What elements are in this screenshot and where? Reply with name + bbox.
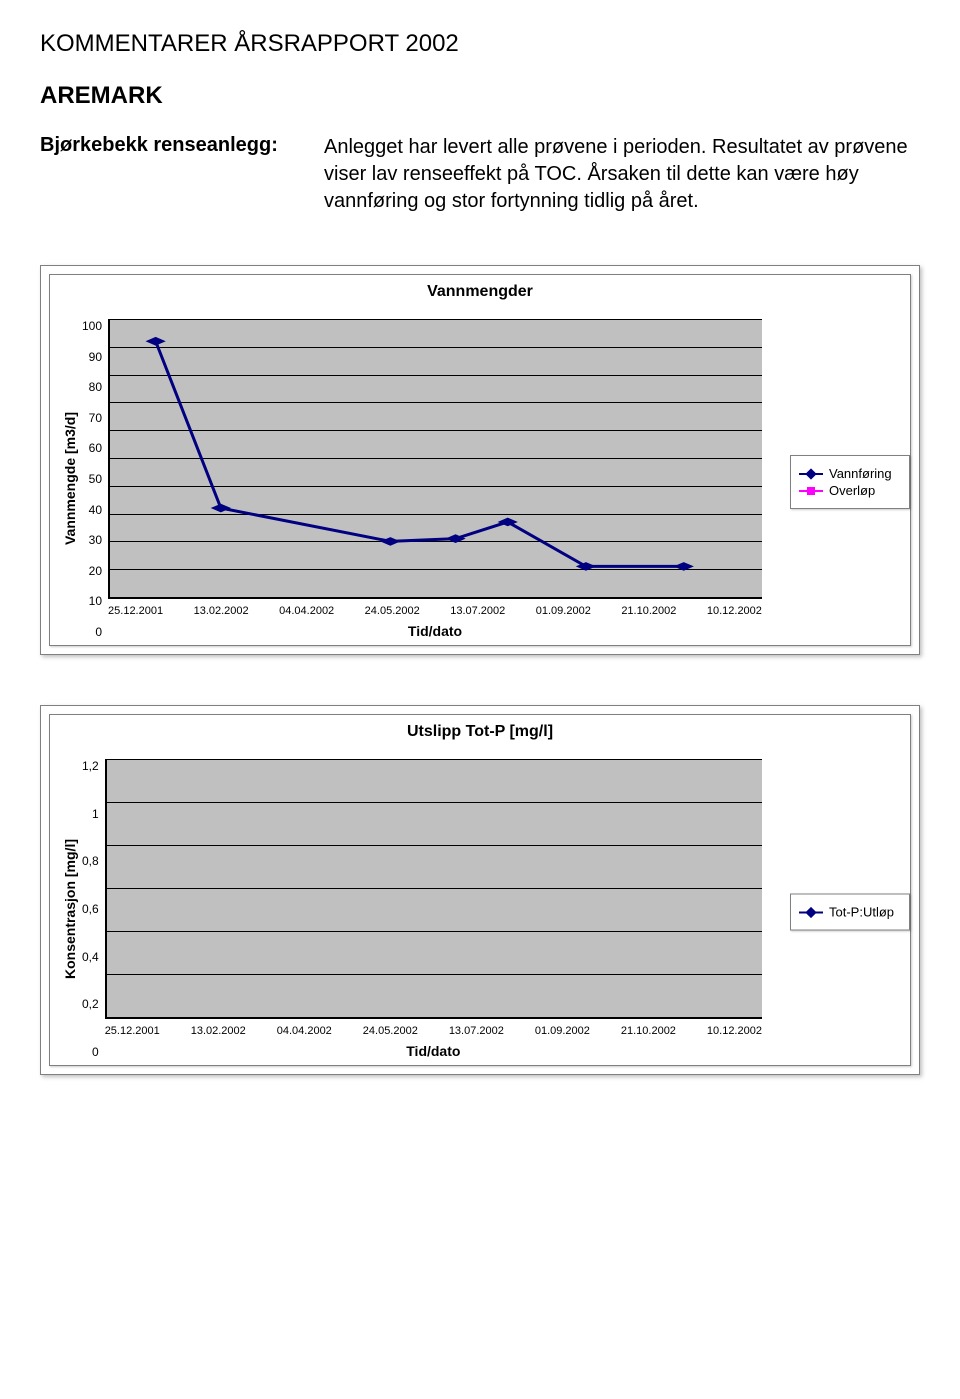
ytick-label: 0,4	[82, 950, 99, 964]
xtick-label: 04.04.2002	[279, 605, 334, 617]
ytick-label: 0,8	[82, 854, 99, 868]
page-subtitle: AREMARK	[40, 82, 920, 110]
ytick-label: 60	[82, 441, 102, 455]
xtick-label: 04.04.2002	[277, 1025, 332, 1037]
chart2-xticks: 25.12.2001 13.02.2002 04.04.2002 24.05.2002…	[105, 1019, 762, 1037]
legend-item: Overløp	[799, 483, 901, 498]
xtick-label: 13.07.2002	[450, 605, 505, 617]
legend-item: Tot-P:Utløp	[799, 905, 901, 920]
ytick-label: 40	[82, 503, 102, 517]
description-row: Bjørkebekk renseanlegg: Anlegget har lev…	[40, 134, 920, 215]
ytick-label: 90	[82, 350, 102, 364]
chart-vannmengder: Vannmengder Vannmengde [m3/d] 1009080706…	[40, 265, 920, 655]
xtick-label: 21.10.2002	[621, 1025, 676, 1037]
ytick-label: 30	[82, 533, 102, 547]
ytick-label: 0	[82, 625, 102, 639]
description-label: Bjørkebekk renseanlegg:	[40, 134, 300, 215]
xtick-label: 24.05.2002	[363, 1025, 418, 1037]
ytick-label: 0	[82, 1045, 99, 1059]
xtick-label: 01.09.2002	[535, 1025, 590, 1037]
xtick-label: 24.05.2002	[365, 605, 420, 617]
chart1-xlabel: Tid/dato	[108, 617, 762, 639]
ytick-label: 10	[82, 594, 102, 608]
chart1-plot	[108, 319, 762, 599]
ytick-label: 0,2	[82, 997, 99, 1011]
xtick-label: 21.10.2002	[621, 605, 676, 617]
legend-item: Vannføring	[799, 466, 901, 481]
chart1-title: Vannmengder	[50, 275, 910, 319]
page-title: KOMMENTARER ÅRSRAPPORT 2002	[40, 30, 920, 58]
xtick-label: 25.12.2001	[105, 1025, 160, 1037]
ytick-label: 50	[82, 472, 102, 486]
ytick-label: 20	[82, 564, 102, 578]
chart1-yticks: 1009080706050403020100	[82, 319, 108, 639]
chart-utslipp: Utslipp Tot-P [mg/l] Konsentrasjon [mg/l…	[40, 705, 920, 1075]
chart1-ylabel: Vannmengde [m3/d]	[58, 412, 82, 545]
chart2-plot	[105, 759, 762, 1019]
chart2-title: Utslipp Tot-P [mg/l]	[50, 715, 910, 759]
chart1-legend: Vannføring Overløp	[790, 455, 910, 509]
ytick-label: 1	[82, 807, 99, 821]
xtick-label: 10.12.2002	[707, 605, 762, 617]
legend-label: Tot-P:Utløp	[829, 905, 894, 920]
legend-label: Overløp	[829, 483, 875, 498]
ytick-label: 0,6	[82, 902, 99, 916]
xtick-label: 10.12.2002	[707, 1025, 762, 1037]
legend-label: Vannføring	[829, 466, 892, 481]
chart2-legend: Tot-P:Utløp	[790, 894, 910, 931]
ytick-label: 100	[82, 319, 102, 333]
chart1-xticks: 25.12.2001 13.02.2002 04.04.2002 24.05.2002…	[108, 599, 762, 617]
xtick-label: 25.12.2001	[108, 605, 163, 617]
chart2-xlabel: Tid/dato	[105, 1037, 762, 1059]
xtick-label: 01.09.2002	[536, 605, 591, 617]
chart2-yticks: 1,2 1 0,8 0,6 0,4 0,2 0	[82, 759, 105, 1059]
ytick-label: 70	[82, 411, 102, 425]
xtick-label: 13.02.2002	[194, 605, 249, 617]
description-text: Anlegget har levert alle prøvene i perio…	[324, 134, 920, 215]
xtick-label: 13.02.2002	[191, 1025, 246, 1037]
ytick-label: 1,2	[82, 759, 99, 773]
chart2-ylabel: Konsentrasjon [mg/l]	[58, 839, 82, 979]
ytick-label: 80	[82, 380, 102, 394]
xtick-label: 13.07.2002	[449, 1025, 504, 1037]
